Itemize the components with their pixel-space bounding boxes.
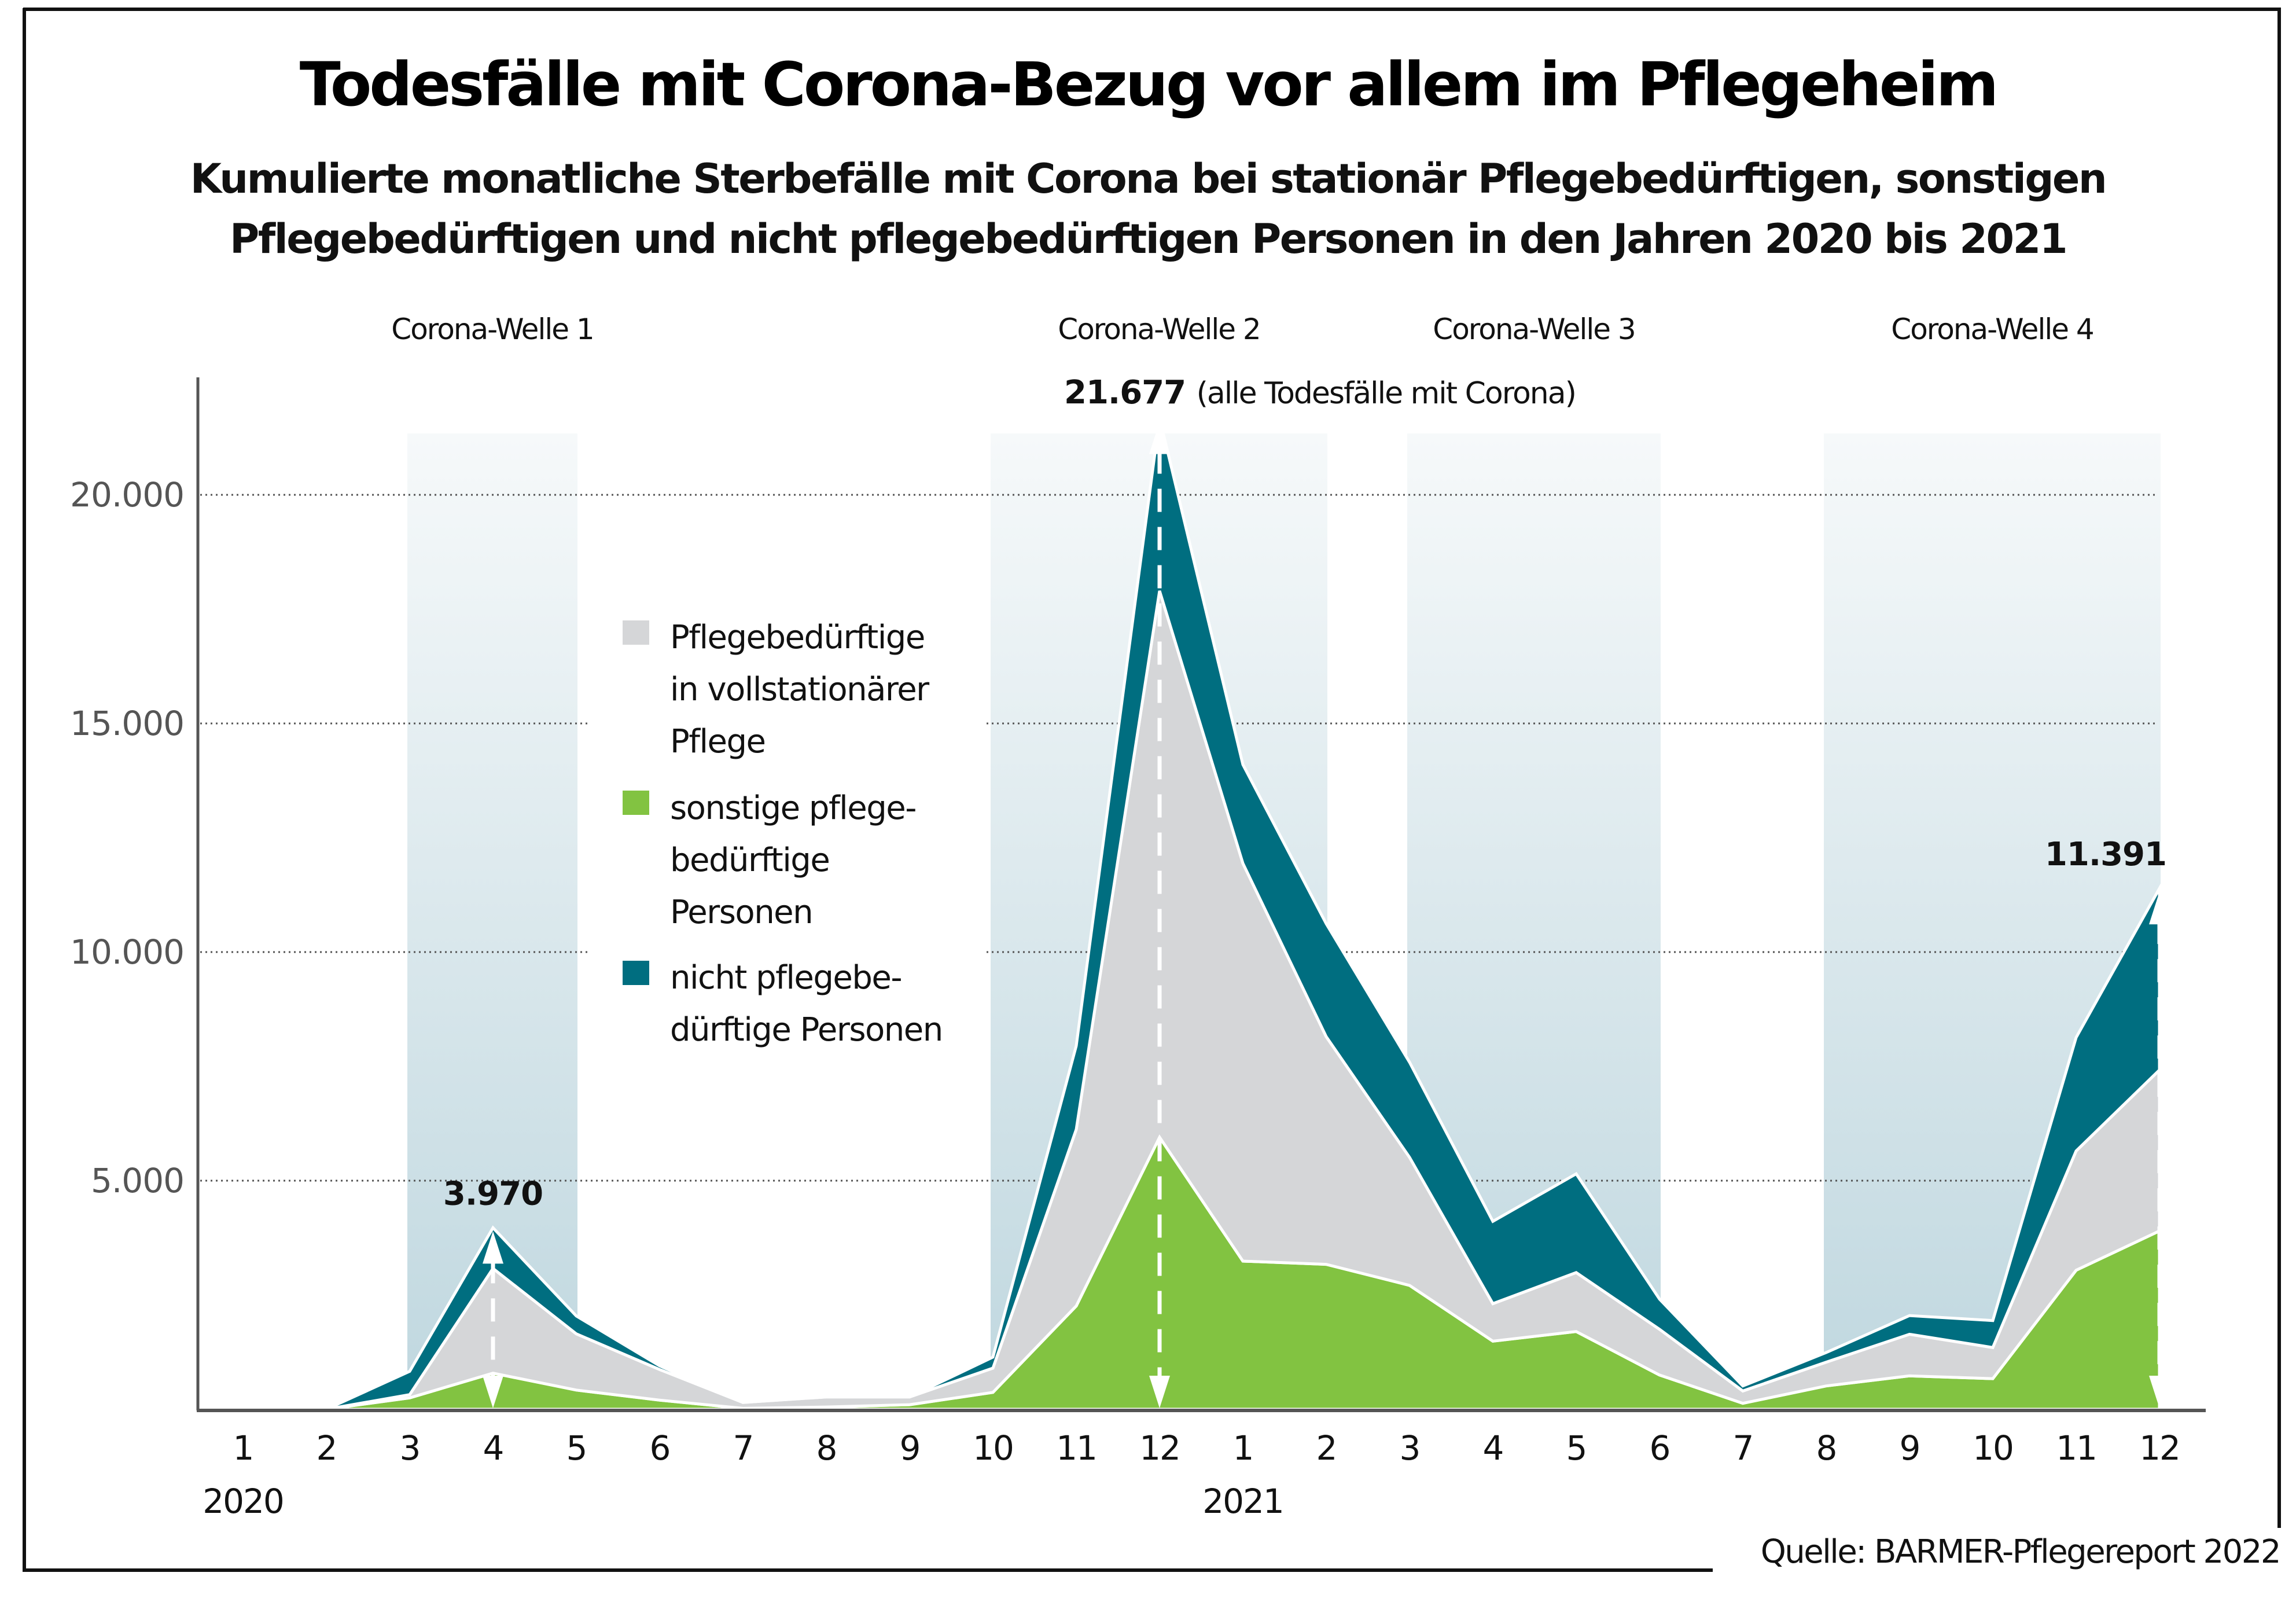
arrow-down-icon [2149,1376,2170,1408]
x-tick-label: 7 [733,1428,753,1468]
x-tick-label: 9 [900,1428,920,1468]
x-tick-label: 12 [2139,1428,2180,1468]
legend-label-sonstige-2: bedürftige [670,842,829,879]
y-tick-label: 5.000 [91,1161,184,1200]
wave-labels: Corona-Welle 1 Corona-Welle 2 Corona-Welle… [391,313,2094,346]
x-tick-label: 1 [1233,1428,1253,1468]
legend-label-stationaer-3: Pflege [670,723,766,760]
x-tick-label: 2 [1316,1428,1337,1468]
arrow-up-icon [1149,421,1170,454]
chart-subtitle-line-2: Pflegebedürftigen und nicht pflegebedürf… [230,215,2066,263]
arrow-down-icon [1149,1376,1170,1408]
x-tick-label: 6 [1650,1428,1670,1468]
x-tick-label: 9 [1900,1428,1920,1468]
legend-swatch-sonstige [623,791,649,815]
x-tick-label: 8 [1816,1428,1837,1468]
frame [23,8,2281,1572]
legend-label-stationaer-1: Pflegebedürftige [670,619,925,656]
arrow-up-icon [483,1231,503,1264]
year-label-2020: 2020 [203,1482,284,1521]
x-tick-label: 4 [1483,1428,1503,1468]
x-tick-label: 7 [1733,1428,1753,1468]
wave-label-2: Corona-Welle 2 [1058,313,1260,346]
legend-label-stationaer-2: in vollstationärer [670,671,930,708]
annotations: 3.970 21.677 (alle Todesfälle mit Corona)… [443,374,2167,1212]
annotation-label: 21.677 (alle Todesfälle mit Corona) [1064,374,1576,411]
y-tick-label: 10.000 [70,932,184,972]
chart-title: Todesfälle mit Corona-Bezug vor allem im… [300,49,1997,120]
legend-label-sonstige-1: sonstige pflege- [670,789,916,827]
x-tick-label: 11 [1056,1428,1097,1468]
x-tick-label: 8 [816,1428,837,1468]
arrow-down-icon [483,1376,503,1408]
annotation-label: 3.970 [443,1175,543,1212]
x-tick-label: 3 [400,1428,420,1468]
legend-swatch-stationaer [623,620,649,645]
x-tick-label: 5 [1566,1428,1587,1468]
x-tick-label: 4 [483,1428,503,1468]
legend: Pflegebedürftige in vollstationärer Pfle… [590,599,984,1062]
x-tick-label: 10 [1973,1428,2013,1468]
wave-label-4: Corona-Welle 4 [1891,313,2093,346]
annotation-arrows [483,421,2170,1408]
source-note: Quelle: BARMER-Pflegereport 2022 [1761,1533,2280,1571]
legend-label-sonstige-3: Personen [670,894,812,931]
y-tick-label: 20.000 [70,475,184,515]
x-tick-label: 6 [650,1428,670,1468]
year-label-2021: 2021 [1202,1482,1283,1521]
y-tick-labels: 5.000 10.000 15.000 20.000 [70,475,185,1200]
x-tick-label: 2 [317,1428,337,1468]
x-tick-label: 3 [1400,1428,1420,1468]
x-tick-label: 1 [233,1428,253,1468]
year-labels: 2020 2021 [203,1482,1285,1521]
arrow-up-icon [2149,892,2170,925]
x-tick-label: 12 [1139,1428,1180,1468]
legend-label-nicht-1: nicht pflegebe- [670,959,902,997]
x-tick-label: 5 [566,1428,587,1468]
legend-background [590,599,984,1062]
x-tick-label: 10 [973,1428,1013,1468]
x-tick-labels: 1 2 3 4 5 6 7 8 9 10 11 12 1 2 3 4 5 6 7 8 9 10 11 12 [233,1428,2181,1468]
y-tick-label: 15.000 [70,704,184,743]
wave-label-3: Corona-Welle 3 [1433,313,1635,346]
annotation-label: 11.391 [2045,836,2166,873]
legend-label-nicht-2: dürftige Personen [670,1011,943,1049]
chart-subtitle-line-1: Kumulierte monatliche Sterbefälle mit Co… [190,155,2106,203]
legend-swatch-nicht [623,961,649,985]
wave-label-1: Corona-Welle 1 [391,313,593,346]
x-tick-label: 11 [2056,1428,2096,1468]
